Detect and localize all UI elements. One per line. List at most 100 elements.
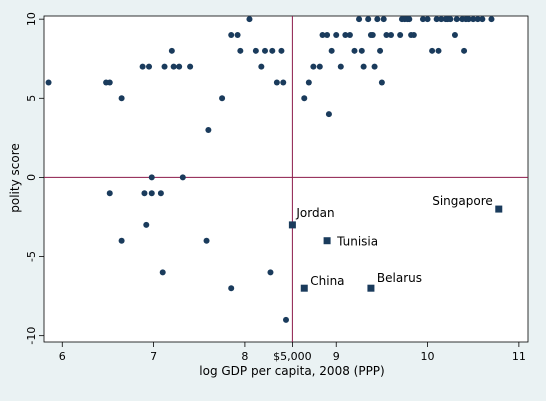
- x-tick-label: 6: [59, 350, 66, 363]
- data-point: [252, 47, 259, 54]
- y-tick-label: -10: [25, 327, 38, 345]
- x-reference-label: $5,000: [273, 350, 312, 363]
- point-label-belarus: Belarus: [377, 271, 422, 285]
- x-tick-label: 8: [241, 350, 248, 363]
- data-point: [310, 63, 317, 70]
- y-tick-label: -5: [25, 251, 38, 262]
- data-point: [319, 31, 326, 38]
- data-point: [187, 63, 194, 70]
- data-point: [377, 47, 384, 54]
- x-tick-label: 9: [333, 350, 340, 363]
- y-tick-label: 10: [25, 12, 38, 26]
- data-point: [143, 221, 150, 228]
- data-point: [424, 16, 431, 23]
- data-point: [146, 63, 153, 70]
- data-point: [342, 31, 349, 38]
- data-point: [358, 47, 365, 54]
- point-label-china: China: [310, 274, 344, 288]
- data-point: [157, 190, 164, 197]
- data-point: [305, 79, 312, 86]
- data-point: [383, 31, 390, 38]
- x-axis-title: log GDP per capita, 2008 (PPP): [199, 364, 384, 378]
- reference-lines: [44, 16, 528, 342]
- data-point: [278, 47, 285, 54]
- x-tick-label: 7: [150, 350, 157, 363]
- data-point: [258, 63, 265, 70]
- data-point: [139, 63, 146, 70]
- data-point: [246, 16, 253, 23]
- data-point: [397, 31, 404, 38]
- data-point: [237, 47, 244, 54]
- data-point: [118, 95, 125, 102]
- data-point: [410, 31, 417, 38]
- point-label-tunisia: Tunisia: [336, 235, 378, 249]
- x-tick-label: 10: [421, 350, 435, 363]
- data-point: [369, 31, 376, 38]
- data-point: [406, 16, 413, 23]
- data-point: [159, 269, 166, 276]
- point-label-jordan: Jordan: [295, 206, 334, 220]
- data-point: [176, 63, 183, 70]
- x-tick-label: 11: [512, 350, 526, 363]
- data-point: [118, 237, 125, 244]
- data-point: [328, 47, 335, 54]
- data-point: [365, 16, 372, 23]
- data-point: [205, 126, 212, 133]
- data-point: [451, 31, 458, 38]
- y-axis: -10 -5 0 5 10: [25, 12, 44, 345]
- data-point: [374, 16, 381, 23]
- data-point: [301, 95, 308, 102]
- data-point: [261, 47, 268, 54]
- data-point: [333, 31, 340, 38]
- data-point: [228, 285, 235, 292]
- data-point: [447, 16, 454, 23]
- data-point: [360, 63, 367, 70]
- labeled-point-marker: [300, 284, 308, 292]
- point-label-singapore: Singapore: [432, 194, 493, 208]
- labeled-point-marker: [288, 221, 296, 229]
- data-point: [316, 63, 323, 70]
- labeled-points: Jordan Tunisia China Belarus Singapore: [288, 194, 503, 292]
- data-point: [273, 79, 280, 86]
- data-point: [283, 316, 289, 323]
- data-point: [168, 47, 175, 54]
- data-point: [465, 16, 472, 23]
- data-points: [45, 16, 495, 323]
- data-point: [148, 174, 155, 181]
- data-point: [280, 79, 287, 86]
- data-point: [267, 269, 274, 276]
- data-point: [433, 16, 440, 23]
- data-point: [419, 16, 426, 23]
- data-point: [234, 31, 241, 38]
- plot-area: [43, 15, 529, 343]
- data-point: [324, 31, 331, 38]
- data-point: [269, 47, 276, 54]
- data-point: [106, 79, 113, 86]
- data-point: [388, 31, 395, 38]
- data-point: [219, 95, 226, 102]
- data-point: [346, 31, 353, 38]
- y-axis-title: polity score: [8, 143, 22, 213]
- data-point: [453, 16, 460, 23]
- data-point: [141, 190, 148, 197]
- data-point: [228, 31, 235, 38]
- data-point: [179, 174, 186, 181]
- y-tick-label: 0: [25, 174, 38, 181]
- labeled-point-marker: [323, 237, 331, 245]
- data-point: [378, 79, 385, 86]
- data-point: [470, 16, 477, 23]
- data-point: [488, 16, 495, 23]
- data-point: [356, 16, 363, 23]
- data-point: [438, 16, 445, 23]
- data-point: [325, 111, 332, 118]
- data-point: [351, 47, 358, 54]
- y-tick-label: 5: [25, 95, 38, 102]
- data-point: [474, 16, 481, 23]
- labeled-point-marker: [367, 284, 375, 292]
- data-point: [203, 237, 210, 244]
- labeled-point-marker: [495, 205, 503, 213]
- data-point: [380, 16, 387, 23]
- data-point: [45, 79, 52, 86]
